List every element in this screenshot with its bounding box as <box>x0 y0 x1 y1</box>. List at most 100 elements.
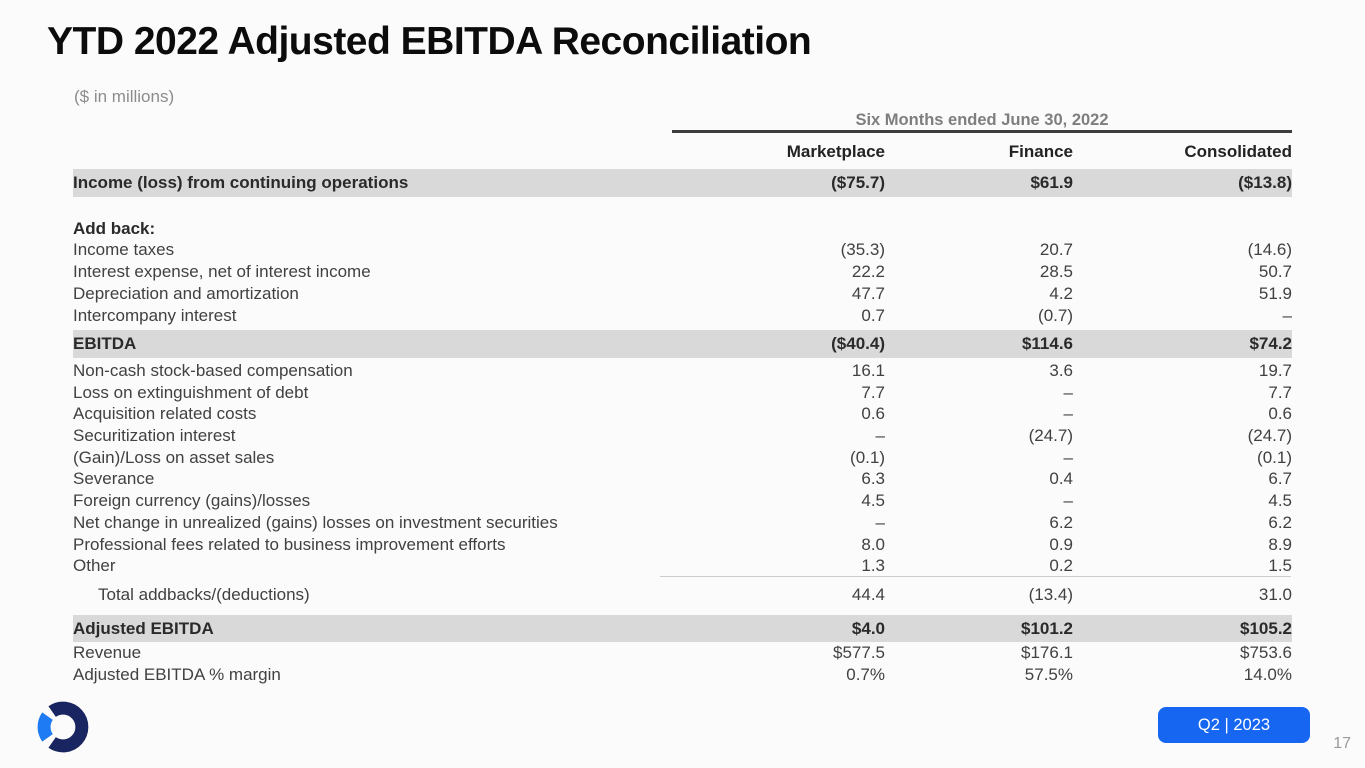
row-value-marketplace: 6.3 <box>861 469 885 489</box>
row-value-marketplace: – <box>875 426 885 446</box>
row-label: Securitization interest <box>73 426 236 446</box>
row-value-marketplace: $577.5 <box>833 643 885 663</box>
row-value-marketplace: 0.7 <box>861 305 885 325</box>
column-header-spacer <box>73 141 672 162</box>
row-label: Income taxes <box>73 240 175 260</box>
table-row: Interest expense, net of interest income… <box>73 261 1292 283</box>
row-label: Adjusted EBITDA <box>73 618 214 638</box>
row-value-finance: (13.4) <box>1028 584 1073 604</box>
row-value-marketplace: 1.3 <box>861 556 885 576</box>
row-value-finance: – <box>1063 382 1073 402</box>
row-label: Non-cash stock-based compensation <box>73 360 353 380</box>
row-label: Foreign currency (gains)/losses <box>73 491 311 511</box>
row-value-consolidated: 31.0 <box>1258 584 1292 604</box>
column-header-marketplace: Marketplace <box>786 142 885 161</box>
row-value-finance: (24.7) <box>1028 426 1073 446</box>
row-value-finance: 4.2 <box>1049 283 1073 303</box>
row-label: Revenue <box>73 643 142 663</box>
row-value-marketplace: (0.1) <box>850 447 885 467</box>
row-value-consolidated: 6.2 <box>1268 512 1292 532</box>
row-label: (Gain)/Loss on asset sales <box>73 447 275 467</box>
row-value-consolidated: (0.1) <box>1257 447 1292 467</box>
table-row: Severance 6.3 0.4 6.7 <box>73 468 1292 490</box>
row-value-marketplace: (35.3) <box>840 240 885 260</box>
row-label: Acquisition related costs <box>73 404 257 424</box>
row-label: Other <box>73 556 116 576</box>
page-title: YTD 2022 Adjusted EBITDA Reconciliation <box>47 20 812 63</box>
row-value-finance: 3.6 <box>1049 360 1073 380</box>
row-value-consolidated: 7.7 <box>1268 382 1292 402</box>
row-value-finance: 20.7 <box>1039 240 1073 260</box>
row-value-consolidated: 4.5 <box>1268 491 1292 511</box>
table-row: (Gain)/Loss on asset sales (0.1) – (0.1) <box>73 447 1292 469</box>
table-row: Adjusted EBITDA % margin 0.7% 57.5% 14.0… <box>73 664 1292 686</box>
table-row: EBITDA ($40.4) $114.6 $74.2 <box>73 330 1292 358</box>
row-value-marketplace <box>672 218 885 240</box>
row-value-marketplace: 47.7 <box>851 283 885 303</box>
table-row: Income taxes (35.3) 20.7 (14.6) <box>73 239 1292 261</box>
column-headers: Marketplace Finance Consolidated <box>73 133 1292 162</box>
row-label: Professional fees related to business im… <box>73 534 506 554</box>
table-row: Revenue $577.5 $176.1 $753.6 <box>73 642 1292 664</box>
row-label: Depreciation and amortization <box>73 283 299 303</box>
row-value-marketplace: 4.5 <box>861 491 885 511</box>
table-row: Income (loss) from continuing operations… <box>73 169 1292 197</box>
row-label: Net change in unrealized (gains) losses … <box>73 512 558 532</box>
row-value-consolidated: $753.6 <box>1240 643 1292 663</box>
row-value-consolidated: 6.7 <box>1268 469 1292 489</box>
row-value-finance: $101.2 <box>1021 618 1073 638</box>
ebitda-reconciliation-table: Six Months ended June 30, 2022 Marketpla… <box>73 111 1292 686</box>
table-row: Depreciation and amortization 47.7 4.2 5… <box>73 283 1292 305</box>
row-value-consolidated: 51.9 <box>1258 283 1292 303</box>
row-value-consolidated: (14.6) <box>1247 240 1292 260</box>
row-value-marketplace: ($40.4) <box>831 334 885 354</box>
table-row: Total addbacks/(deductions) 44.4 (13.4) … <box>73 584 1292 606</box>
period-header: Six Months ended June 30, 2022 <box>855 111 1109 129</box>
table-row: Add back: <box>73 218 1292 240</box>
row-value-finance: $114.6 <box>1021 334 1073 354</box>
row-value-marketplace: 8.0 <box>861 534 885 554</box>
row-value-finance: – <box>1063 447 1073 467</box>
row-value-consolidated: (24.7) <box>1247 426 1292 446</box>
row-value-consolidated: 14.0% <box>1243 665 1292 685</box>
row-label: Intercompany interest <box>73 305 237 325</box>
row-label: Loss on extinguishment of debt <box>73 382 309 402</box>
row-value-marketplace: – <box>875 512 885 532</box>
row-value-finance: $61.9 <box>1030 173 1073 192</box>
quarter-badge[interactable]: Q2 | 2023 <box>1158 707 1310 743</box>
row-value-marketplace: 0.6 <box>861 404 885 424</box>
row-value-marketplace: ($75.7) <box>831 173 885 192</box>
row-value-finance: 0.4 <box>1049 469 1073 489</box>
row-label: Add back: <box>73 218 156 238</box>
row-value-finance: 0.9 <box>1049 534 1073 554</box>
row-value-finance: 57.5% <box>1024 665 1073 685</box>
row-value-consolidated: ($13.8) <box>1238 173 1292 192</box>
table-row: Acquisition related costs 0.6 – 0.6 <box>73 403 1292 425</box>
row-value-finance: 6.2 <box>1049 512 1073 532</box>
table-row: Securitization interest – (24.7) (24.7) <box>73 425 1292 447</box>
row-value-finance: – <box>1063 491 1073 511</box>
row-value-consolidated: $74.2 <box>1249 334 1292 354</box>
period-underline <box>672 130 1292 133</box>
table-body: Income (loss) from continuing operations… <box>73 169 1292 686</box>
units-note: ($ in millions) <box>74 87 175 106</box>
row-value-finance: (0.7) <box>1038 305 1073 325</box>
row-label: Adjusted EBITDA % margin <box>73 665 281 685</box>
row-label: EBITDA <box>73 334 137 354</box>
company-ring-logo-icon <box>37 701 89 753</box>
row-value-marketplace: 16.1 <box>851 360 885 380</box>
row-value-consolidated: 0.6 <box>1268 404 1292 424</box>
table-row: Professional fees related to business im… <box>73 534 1292 556</box>
row-label: Severance <box>73 469 155 489</box>
row-label: Income (loss) from continuing operations <box>73 173 409 192</box>
row-value-marketplace: $4.0 <box>851 618 885 638</box>
row-value-marketplace: 22.2 <box>851 262 885 282</box>
row-value-marketplace: 44.4 <box>851 584 885 604</box>
table-row: Foreign currency (gains)/losses 4.5 – 4.… <box>73 490 1292 512</box>
row-value-consolidated: 50.7 <box>1258 262 1292 282</box>
row-value-consolidated: $105.2 <box>1240 618 1292 638</box>
page-number: 17 <box>1333 735 1351 752</box>
row-value-consolidated: 8.9 <box>1268 534 1292 554</box>
row-value-consolidated: – <box>1282 305 1292 325</box>
